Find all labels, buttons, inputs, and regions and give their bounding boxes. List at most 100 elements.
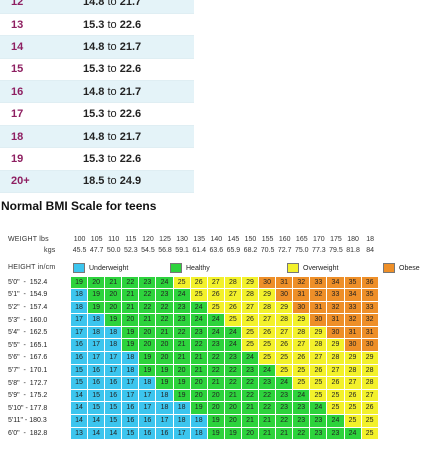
bmi-cell: 22 [259, 389, 276, 402]
age-value: 12 [0, 0, 83, 14]
bmi-cell: 26 [259, 326, 276, 339]
bmi-cell: 19 [122, 339, 139, 352]
bmi-cell: 16 [139, 427, 156, 440]
bmi-cell: 15 [71, 364, 88, 377]
bmi-grid-row: 5'10" - 177.8 14 15 15 16 17 18 18 19 20 20 21 22 23 2… [0, 402, 379, 415]
bmi-cell: 17 [88, 339, 105, 352]
bmi-cell: 20 [173, 364, 190, 377]
bmi-cell: 24 [224, 339, 241, 352]
bmi-cell: 21 [122, 301, 139, 314]
bmi-cell: 20 [190, 389, 207, 402]
bmi-cell: 27 [224, 289, 241, 301]
bmi-cell: 22 [156, 314, 173, 326]
weight-lbs-value: 150 [244, 236, 257, 243]
bmi-cell: 17 [139, 389, 156, 402]
bmi-cell: 17 [71, 314, 88, 326]
bmi-cell: 25 [344, 402, 361, 415]
bmi-cell: 15 [122, 427, 139, 440]
bmi-cell: 27 [276, 326, 293, 339]
to-word: to [104, 152, 120, 165]
height-value: 5'5" - 165.1 [8, 341, 48, 349]
bmi-cell: 26 [310, 364, 327, 377]
age-value: 18 [0, 125, 83, 149]
height-value: 5'4" - 162.5 [8, 329, 48, 337]
bmi-cell: 25 [276, 352, 293, 364]
age-row: 15 15.3 to 22.6 [0, 58, 194, 82]
bmi-cell: 26 [344, 389, 361, 402]
to-word: to [104, 130, 120, 143]
bmi-cell: 23 [276, 389, 293, 402]
bmi-cell: 24 [259, 364, 276, 377]
bmi-cell: 25 [293, 364, 310, 377]
bmi-cell: 34 [327, 276, 344, 289]
bmi-low: 14.8 [83, 85, 105, 98]
bmi-cell: 25 [344, 415, 361, 427]
bmi-cell: 26 [207, 289, 224, 301]
age-row: 17 15.3 to 22.6 [0, 102, 194, 126]
bmi-cell: 19 [156, 364, 173, 377]
bmi-cell: 18 [190, 427, 207, 440]
bmi-cell: 29 [327, 339, 344, 352]
bmi-range: 15.3 to 22.6 [83, 102, 194, 126]
bmi-high: 22.6 [119, 18, 142, 31]
weight-kgs-value: 61.4 [192, 247, 207, 254]
bmi-cell: 29 [293, 314, 310, 326]
bmi-cell: 25 [207, 301, 224, 314]
bmi-high: 22.6 [119, 63, 142, 76]
bmi-cell: 21 [105, 276, 122, 289]
bmi-cell: 18 [173, 402, 190, 415]
bmi-cell: 27 [310, 352, 327, 364]
height-value: 5'7" - 170.1 [8, 366, 48, 374]
bmi-low: 15.3 [83, 63, 105, 76]
to-word: to [104, 0, 120, 8]
bmi-cell: 18 [88, 314, 105, 326]
bmi-cell: 21 [276, 427, 293, 440]
bmi-cell: 21 [190, 352, 207, 364]
bmi-cell: 29 [344, 352, 361, 364]
weight-kgs-value: 54.5 [141, 247, 155, 254]
height-value: 5'10" - 177.8 [8, 404, 48, 412]
bmi-cell: 22 [241, 377, 259, 389]
bmi-cell: 19 [88, 301, 105, 314]
bmi-cell: 25 [173, 276, 190, 289]
weight-kgs-value: 68.2 [243, 247, 258, 254]
bmi-cell: 26 [293, 352, 310, 364]
bmi-cell: 25 [293, 377, 310, 389]
bmi-cell: 32 [344, 314, 361, 326]
bmi-cell: 21 [259, 427, 276, 440]
bmi-cell: 28 [310, 339, 327, 352]
bmi-cell: 24 [327, 415, 344, 427]
bmi-grid-row: 5'6" - 167.6 16 17 17 18 19 20 21 21 22 23 24 25 25 26… [0, 352, 379, 365]
bmi-cell: 25 [327, 402, 344, 415]
bmi-cell: 24 [224, 326, 241, 339]
bmi-cell: 30 [310, 314, 327, 326]
bmi-cell: 14 [88, 415, 105, 427]
bmi-cell: 17 [71, 326, 88, 339]
bmi-cell: 24 [293, 389, 310, 402]
height-value: 5'9" - 175.2 [8, 392, 48, 400]
bmi-cell: 13 [71, 427, 88, 440]
bmi-cell: 18 [156, 402, 173, 415]
weight-lbs-value: 120 [142, 236, 154, 243]
bmi-cell: 14 [71, 389, 88, 402]
legend-label: Underweight [89, 265, 129, 272]
bmi-cell: 26 [327, 377, 344, 389]
bmi-cell: 30 [361, 339, 378, 352]
bmi-cell: 19 [224, 427, 241, 440]
bmi-cell: 15 [105, 415, 122, 427]
weight-kgs-header: 45.5 47.7 50.0 52.3 54.5 56.8 59.1 61.4 63.6 65.9… [71, 247, 379, 258]
bmi-low: 14.8 [83, 40, 105, 53]
bmi-cell: 23 [156, 289, 173, 301]
bmi-cell: 18 [71, 301, 88, 314]
bmi-range: 15.3 to 22.6 [83, 58, 194, 82]
age-row: 13 15.3 to 22.6 [0, 13, 194, 37]
bmi-cell: 33 [344, 301, 361, 314]
bmi-cell: 27 [241, 301, 259, 314]
age-value: 14 [0, 35, 83, 59]
bmi-cell: 25 [224, 314, 241, 326]
bmi-cell: 21 [259, 415, 276, 427]
bmi-grid-row: 5'4" - 162.5 17 18 18 19 20 21 22 23 24 24 25 26 27 28… [0, 326, 379, 339]
bmi-range: 15.3 to 22.6 [83, 147, 194, 171]
bmi-cell: 25 [241, 326, 259, 339]
weight-lbs-value: 125 [159, 236, 171, 243]
